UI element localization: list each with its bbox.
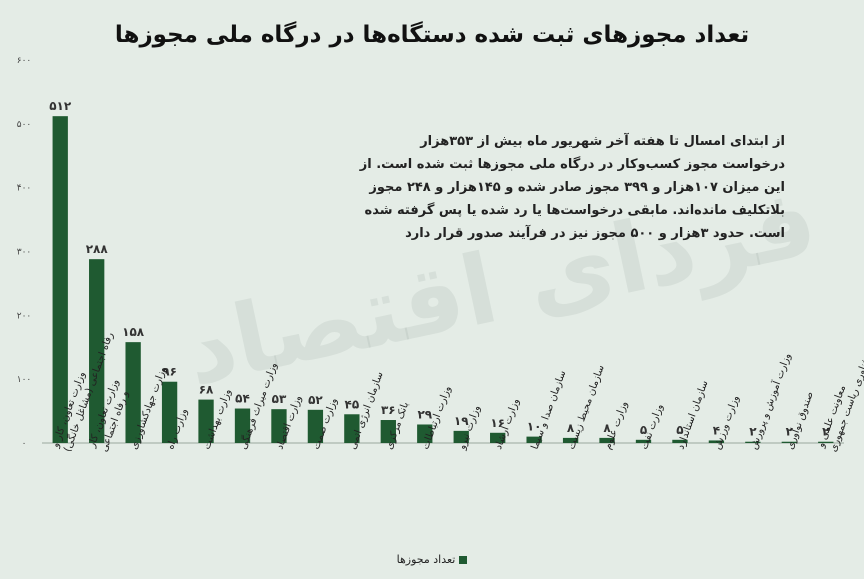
annotation-text: از ابتدای امسال تا هفته آخر شهریور ماه ب…: [359, 134, 785, 241]
bar: [745, 441, 761, 443]
x-tick-label-line: سازمان استاندارد: [675, 379, 710, 451]
data-label: ۸: [567, 421, 575, 435]
y-tick-label: ۰: [22, 439, 27, 449]
data-label: ۱۹: [454, 414, 469, 428]
data-label: ۲۹: [417, 407, 432, 421]
bar: [635, 439, 652, 443]
x-tick-label-line: سازمان صدا و سیما: [530, 369, 569, 451]
bar: [89, 259, 105, 443]
data-label: ۵۲: [308, 393, 323, 407]
x-tick-label: سازمان صدا و سیما: [530, 369, 569, 451]
bar: [526, 436, 542, 443]
bar: [234, 408, 251, 443]
data-label: ۱۵۸: [122, 325, 145, 339]
legend-label: تعداد مجوزها: [396, 553, 456, 566]
x-tick-label: صندوق نوآوری: [783, 389, 816, 451]
data-label: ۳۶: [381, 403, 396, 417]
y-tick-label: ۶۰۰: [17, 56, 32, 66]
y-tick-label: ۲۰۰: [17, 311, 32, 321]
data-label: ۱۰: [527, 420, 542, 434]
bar: [344, 414, 360, 443]
y-tick-label: ۳۰۰: [17, 248, 32, 258]
data-label: ۵۱۲: [49, 99, 72, 113]
data-label: ۴۵: [345, 397, 360, 411]
bar: [599, 437, 615, 443]
y-tick-label: ۵۰۰: [17, 120, 32, 130]
legend: تعداد مجوزها: [0, 553, 864, 566]
bar: [307, 409, 324, 443]
bar: [271, 409, 287, 443]
legend-swatch: [459, 556, 468, 564]
y-tick-label: ۱۰۰: [17, 375, 32, 385]
data-label: ۲: [822, 425, 830, 439]
y-tick-label: ۴۰۰: [17, 184, 32, 194]
x-tick-label-line: وزارت نیرو: [456, 404, 482, 452]
data-label: ۲: [786, 425, 794, 439]
bar: [781, 441, 797, 443]
data-label: ۸: [603, 421, 611, 435]
bar: [708, 440, 725, 443]
bar: [380, 420, 396, 443]
data-label: ۲۸۸: [86, 242, 109, 256]
bar: [52, 116, 68, 443]
bar: [490, 432, 506, 443]
data-label: ۵۴: [235, 392, 250, 406]
data-label: ۴: [713, 423, 720, 437]
data-label: ۹۶: [162, 365, 177, 379]
data-label: ۶۸: [199, 383, 214, 397]
data-label: ۲: [749, 425, 757, 439]
x-tick-label: وزارت نیرو: [456, 404, 482, 452]
bar: [562, 437, 579, 443]
data-label: ۵۳: [272, 392, 287, 406]
bar: [818, 441, 834, 443]
chart-title: تعداد مجوزهای ثبت شده دستگاه‌ها در درگاه…: [114, 22, 750, 48]
x-tick-label: سازمان استاندارد: [675, 379, 710, 451]
bar: [672, 439, 688, 443]
bar: [198, 399, 214, 443]
y-axis: ۰ ۱۰۰ ۲۰۰ ۳۰۰ ۴۰۰ ۵۰۰ ۶۰۰: [17, 56, 844, 449]
x-tick-label: معاونت علمی وفناوری ریاست جمهوری: [815, 353, 864, 454]
bar: [453, 430, 469, 443]
bar: [125, 342, 141, 443]
x-tick-label-line: صندوق نوآوری: [783, 389, 816, 451]
data-label: ۵: [676, 423, 683, 437]
bar: [161, 381, 178, 443]
data-label: ۱۶: [490, 416, 505, 430]
data-label: ۵: [640, 423, 647, 437]
bar: [417, 424, 433, 443]
